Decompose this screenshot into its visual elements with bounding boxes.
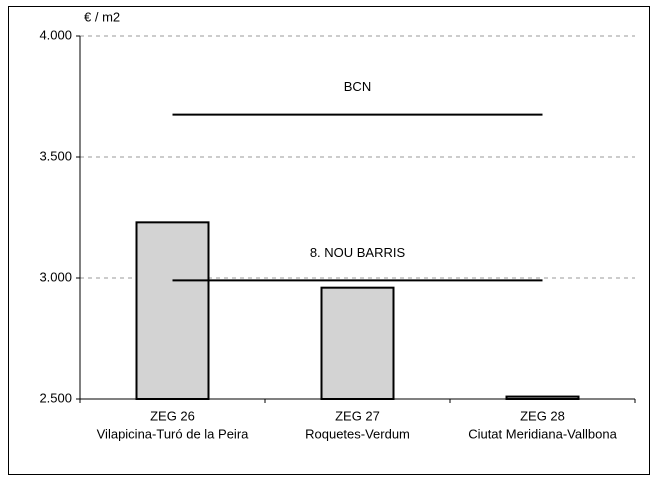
reference-label: BCN <box>344 79 371 94</box>
y-tick-label: 4.000 <box>39 27 72 42</box>
chart-frame <box>8 6 650 475</box>
bar <box>320 286 395 400</box>
reference-label: 8. NOU BARRIS <box>310 245 406 260</box>
y-tick-label: 3.000 <box>39 269 72 284</box>
bar <box>505 395 580 400</box>
y-tick-label: 2.500 <box>39 390 72 405</box>
x-tick-label: ZEG 27 <box>335 408 380 423</box>
x-tick-label: Vilapicina-Turó de la Peira <box>97 426 250 441</box>
x-tick-label: Roquetes-Verdum <box>305 426 410 441</box>
x-tick-label: Ciutat Meridiana-Vallbona <box>468 426 617 441</box>
x-tick-label: ZEG 28 <box>520 408 565 423</box>
y-tick-label: 3.500 <box>39 148 72 163</box>
y-axis-label: € / m2 <box>84 9 120 24</box>
x-tick-label: ZEG 26 <box>150 408 195 423</box>
bar <box>135 221 210 400</box>
